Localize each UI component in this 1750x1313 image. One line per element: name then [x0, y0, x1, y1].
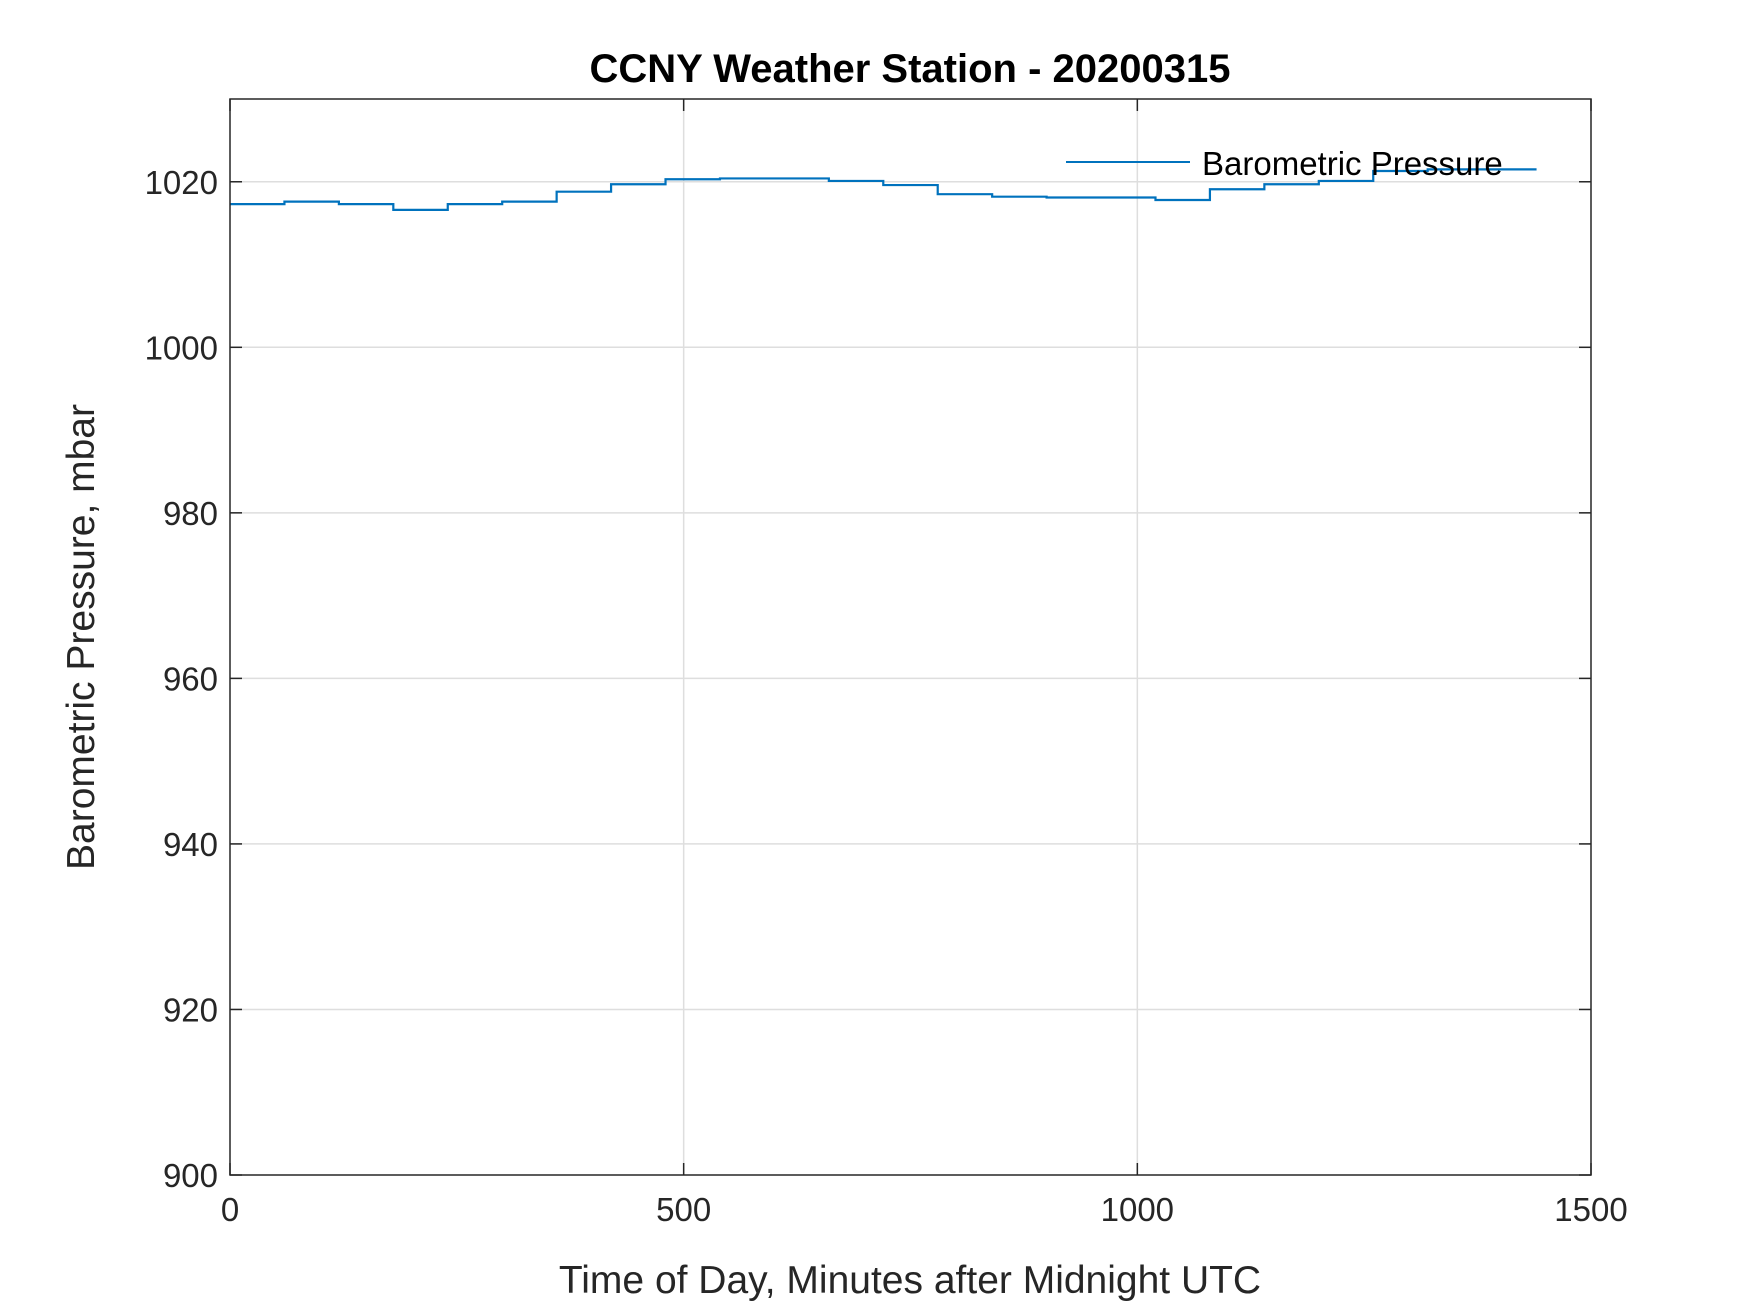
- x-tick-label: 0: [221, 1191, 239, 1228]
- x-axis-label: Time of Day, Minutes after Midnight UTC: [559, 1259, 1261, 1302]
- y-tick-label: 1000: [145, 329, 218, 366]
- chart-title: CCNY Weather Station - 20200315: [590, 47, 1231, 91]
- y-tick-label: 980: [163, 495, 218, 532]
- grid: [230, 99, 1591, 1175]
- legend-label: Barometric Pressure: [1202, 145, 1503, 182]
- plot-frame: [229, 98, 1592, 1176]
- y-axis-label: Barometric Pressure, mbar: [60, 404, 103, 870]
- series-line-barometric-pressure: [230, 168, 1537, 212]
- x-tick-label: 1500: [1554, 1191, 1627, 1228]
- x-tick-label: 1000: [1101, 1191, 1174, 1228]
- y-tick-label: 940: [163, 826, 218, 863]
- x-tick-label: 500: [656, 1191, 711, 1228]
- ticks: 0 500 1000 1500 900 920 940 960 980 1000 1020: [145, 99, 1628, 1228]
- y-tick-label: 920: [163, 991, 218, 1028]
- y-tick-label: 1020: [145, 164, 218, 201]
- legend: Barometric Pressure: [1066, 145, 1503, 182]
- y-tick-label: 900: [163, 1157, 218, 1194]
- y-tick-label: 960: [163, 660, 218, 697]
